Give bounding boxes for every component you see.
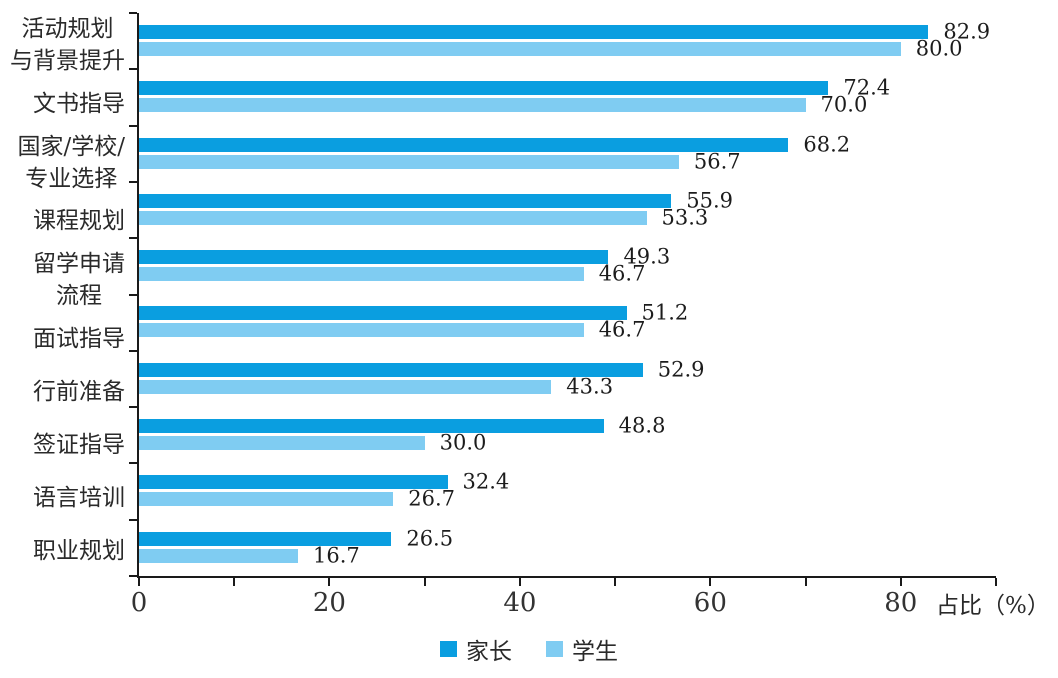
x-axis-title: 占比（%） (936, 593, 1050, 619)
legend-swatch (546, 641, 563, 657)
y-axis-tick (129, 68, 137, 71)
value-label: 52.9 (657, 357, 705, 382)
value-label: 46.7 (598, 317, 646, 342)
bar-group: 26.5 16.7 (139, 520, 996, 576)
y-axis-tick (129, 349, 137, 352)
legend-swatch (440, 641, 457, 657)
x-axis-tick (138, 578, 140, 586)
value-label: 70.0 (820, 92, 868, 117)
value-label: 16.7 (313, 543, 360, 568)
category-label: 国家/学校/专业选择 (17, 133, 126, 192)
category-label: 语言培训 (33, 485, 125, 512)
x-axis-tick (899, 578, 902, 586)
x-axis-tick (709, 578, 712, 586)
student-bar: 46.7 (139, 319, 645, 340)
x-axis-tick-label: 60 (693, 588, 727, 618)
bar-group: 32.4 26.7 (139, 463, 996, 519)
student-bar: 43.3 (139, 376, 613, 397)
legend-label: 学生 (572, 639, 618, 665)
category-label: 课程规划 (33, 208, 125, 235)
value-label: 49.3 (623, 244, 671, 269)
value-label: 32.4 (462, 469, 510, 494)
value-label: 30.0 (439, 430, 487, 455)
value-label: 51.2 (641, 300, 689, 325)
value-label: 26.5 (406, 526, 454, 551)
value-label: 72.4 (843, 75, 891, 100)
plot-area: 82.9 80.0 72.4 70.0 68.2 56.7 55.9 53.3 49.3 46.7… (129, 12, 997, 616)
value-label: 56.7 (693, 149, 741, 174)
x-axis-tick (804, 578, 807, 586)
y-axis-tick (129, 12, 137, 14)
bar-group: 55.9 53.3 (139, 182, 996, 238)
student-bar: 53.3 (139, 207, 708, 228)
parent-bar: 82.9 (139, 21, 990, 42)
value-label: 53.3 (661, 205, 709, 230)
y-axis-tick (129, 462, 137, 465)
bar-group: 51.2 46.7 (139, 294, 996, 350)
legend: 家长 学生 (0, 632, 1058, 666)
category-label: 活动规划 与背景提升 (10, 16, 125, 75)
category-label: 签证指导 (33, 432, 125, 459)
student-bar: 70.0 (139, 94, 867, 115)
parent-bar: 26.5 (139, 528, 453, 549)
y-axis-tick (129, 237, 137, 240)
parent-bar: 49.3 (139, 246, 670, 267)
value-label: 26.7 (408, 486, 455, 511)
value-label: 68.2 (803, 132, 851, 157)
legend-label: 家长 (466, 639, 512, 665)
value-label: 55.9 (686, 188, 734, 213)
x-axis-tick-label: 0 (130, 588, 148, 618)
x-axis-tick (995, 578, 997, 586)
category-label: 文书指导 (33, 90, 125, 117)
category-label: 职业规划 (33, 538, 125, 565)
student-bar: 30.0 (139, 432, 486, 453)
parent-bar: 55.9 (139, 190, 733, 211)
student-bar: 56.7 (139, 151, 741, 172)
x-axis-tick-label: 40 (503, 588, 537, 618)
bar-group: 68.2 56.7 (139, 126, 996, 182)
x-axis-tick-label: 80 (884, 588, 918, 618)
x-axis-tick (328, 578, 331, 586)
bar-group: 52.9 43.3 (139, 351, 996, 407)
parent-bar: 48.8 (139, 415, 665, 436)
value-label: 82.9 (943, 19, 991, 44)
y-axis-tick (129, 406, 137, 409)
bar-group: 72.4 70.0 (139, 69, 996, 125)
student-bar: 26.7 (139, 488, 455, 509)
y-axis-tick (129, 518, 137, 521)
y-axis-tick (129, 124, 137, 127)
value-label: 46.7 (598, 261, 646, 286)
bar-group: 82.9 80.0 (139, 13, 996, 69)
y-axis-tick (129, 180, 137, 183)
x-axis-tick (518, 578, 521, 586)
x-axis-tick (614, 578, 617, 586)
student-bar: 46.7 (139, 263, 645, 284)
category-axis: 活动规划 与背景提升文书指导国家/学校/专业选择课程规划留学申请 流程面试指导行前准… (0, 13, 125, 578)
category-label: 行前准备 (33, 378, 125, 405)
student-bar: 80.0 (139, 38, 963, 59)
student-bar: 16.7 (139, 545, 360, 566)
parent-bar: 72.4 (139, 77, 890, 98)
value-label: 43.3 (566, 374, 614, 399)
parent-bar: 68.2 (139, 134, 850, 155)
parent-bar: 32.4 (139, 471, 509, 492)
y-axis-tick (129, 293, 137, 296)
category-label: 面试指导 (33, 325, 125, 352)
value-label: 48.8 (618, 413, 666, 438)
x-axis-tick (233, 578, 236, 586)
x-axis-tick (423, 578, 426, 586)
value-label: 80.0 (915, 36, 963, 61)
legend-item-parents: 家长 (440, 632, 512, 666)
parent-bar: 51.2 (139, 302, 688, 323)
category-label: 留学申请 流程 (33, 251, 125, 310)
legend-item-students: 学生 (546, 632, 618, 666)
bar-group: 49.3 46.7 (139, 238, 996, 294)
bar-group: 48.8 30.0 (139, 407, 996, 463)
x-axis-tick-label: 20 (312, 588, 346, 618)
bar-rows: 82.9 80.0 72.4 70.0 68.2 56.7 55.9 53.3 49.3 46.7… (139, 13, 996, 576)
y-axis-tick (129, 575, 137, 577)
parent-bar: 52.9 (139, 359, 704, 380)
